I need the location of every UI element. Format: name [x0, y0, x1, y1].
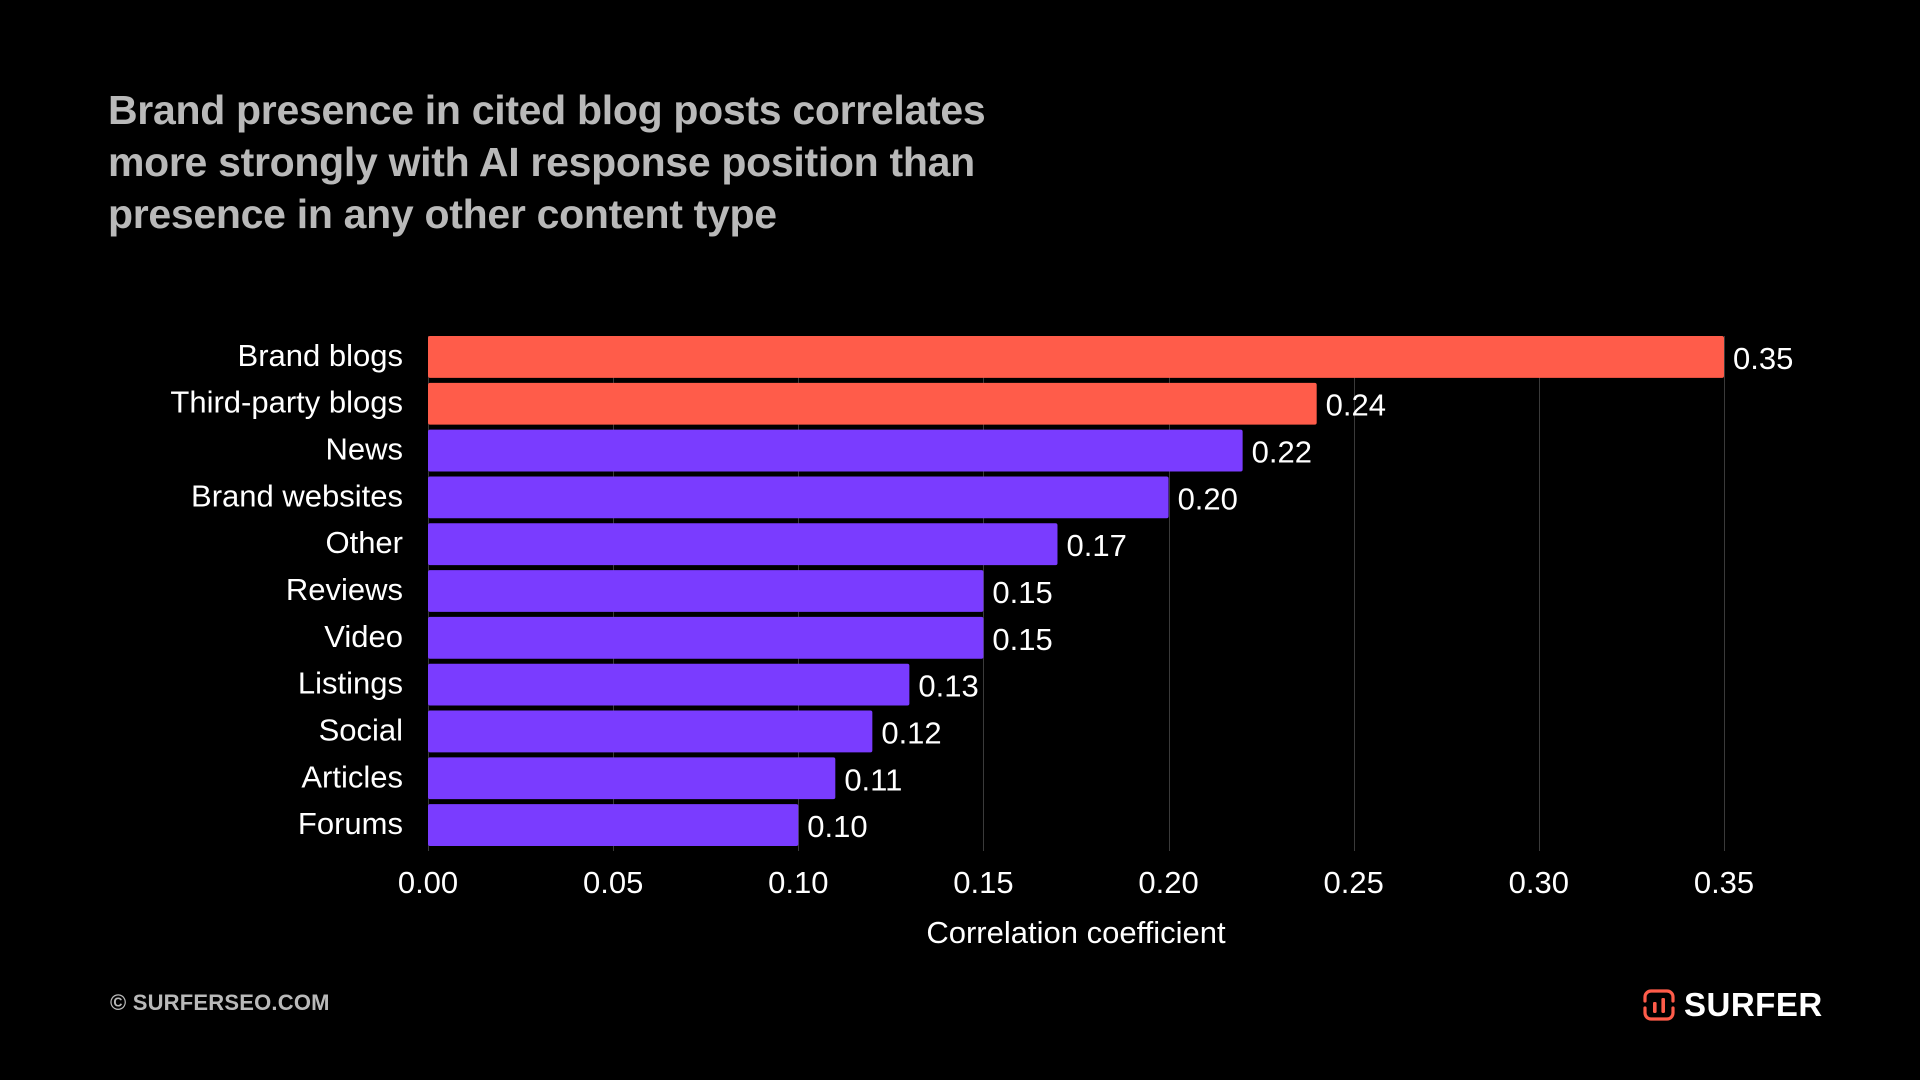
chart-title: Brand presence in cited blog posts corre… [108, 84, 1208, 240]
title-line-2: more strongly with AI response position … [108, 139, 975, 185]
value-label: 0.20 [1178, 481, 1238, 516]
x-tick-label: 0.25 [1324, 865, 1384, 900]
surfer-logo: SURFER [1642, 986, 1823, 1024]
x-tick-label: 0.35 [1694, 865, 1754, 900]
value-label: 0.12 [881, 715, 941, 750]
bar [428, 663, 910, 706]
value-label: 0.11 [844, 762, 902, 797]
x-axis-ticks: 0.00 0.05 0.10 0.15 0.20 0.25 0.30 0.35 [398, 865, 1754, 900]
value-label: 0.15 [992, 575, 1052, 610]
value-label: 0.10 [807, 809, 867, 844]
category-label: Video [324, 619, 403, 654]
value-label: 0.35 [1733, 341, 1793, 376]
x-tick-label: 0.20 [1138, 865, 1198, 900]
category-label: Forums [298, 806, 403, 841]
value-label: 0.15 [992, 622, 1052, 657]
category-labels: Brand blogs Third-party blogs News Brand we… [170, 338, 403, 841]
category-label: Brand blogs [238, 338, 403, 373]
category-label: Third-party blogs [170, 385, 403, 420]
x-tick-label: 0.10 [768, 865, 828, 900]
copyright-notice: © SURFERSEO.COM [110, 990, 330, 1015]
title-line-1: Brand presence in cited blog posts corre… [108, 87, 986, 133]
value-labels: 0.35 0.24 0.22 0.20 0.17 0.15 0.15 0.13 0.12 0.11… [807, 341, 1793, 844]
surfer-logo-icon [1643, 989, 1675, 1021]
x-tick-label: 0.30 [1509, 865, 1569, 900]
bar [428, 570, 984, 612]
x-tick-label: 0.00 [398, 865, 458, 900]
category-label: Listings [298, 666, 403, 701]
x-tick-label: 0.15 [953, 865, 1013, 900]
value-label: 0.13 [918, 669, 978, 704]
title-line-3: presence in any other content type [108, 191, 777, 237]
category-label: News [325, 432, 403, 467]
bar [428, 804, 799, 846]
bar [428, 429, 1243, 472]
bar [428, 382, 1317, 425]
category-label: Reviews [286, 572, 403, 607]
bar [428, 616, 984, 659]
value-label: 0.17 [1066, 528, 1126, 563]
x-axis-label: Correlation coefficient [926, 915, 1226, 950]
bar [428, 476, 1169, 519]
value-label: 0.22 [1252, 435, 1312, 470]
category-label: Other [325, 525, 403, 560]
x-tick-label: 0.05 [583, 865, 643, 900]
bars [428, 336, 1724, 846]
bar [428, 710, 873, 753]
brand-name: SURFER [1684, 986, 1823, 1023]
category-label: Articles [301, 759, 403, 794]
bar [428, 757, 836, 800]
bar [428, 523, 1058, 566]
category-label: Brand websites [191, 478, 403, 513]
value-label: 0.24 [1326, 388, 1386, 423]
bar [428, 336, 1724, 378]
category-label: Social [319, 712, 403, 747]
